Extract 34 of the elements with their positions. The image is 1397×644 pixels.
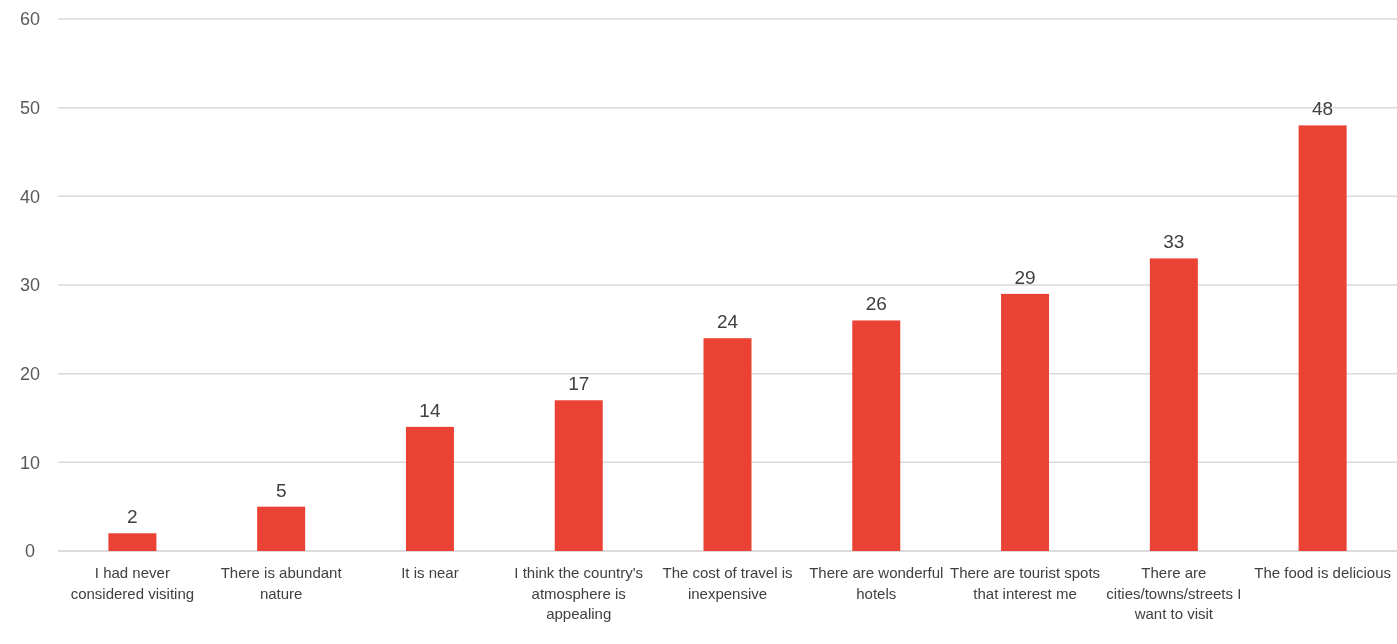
bar (257, 506, 306, 551)
x-tick-label: There are wonderful hotels (809, 564, 944, 602)
bar (1001, 293, 1050, 551)
x-tick-label: I think the country's atmosphere is appealing (514, 564, 644, 622)
y-tick-label: 30 (19, 275, 41, 296)
y-tick-label: 10 (19, 452, 41, 473)
x-tick-label: There are tourist spots that interest me (950, 564, 1101, 602)
x-tick-label: The food is delicious (1254, 564, 1391, 581)
bar (554, 400, 603, 551)
x-tick-label: It is near (401, 564, 459, 581)
x-tick-label: There is abundant nature (220, 564, 343, 602)
data-label: 29 (1014, 266, 1036, 288)
bar (703, 338, 752, 551)
bar (852, 320, 901, 551)
bar (108, 533, 157, 551)
data-label: 14 (419, 399, 441, 421)
bar (1149, 258, 1198, 551)
data-label: 17 (568, 373, 590, 395)
y-tick-label: 20 (19, 363, 41, 384)
y-tick-label: 50 (19, 97, 41, 118)
y-tick-label: 60 (19, 9, 41, 30)
data-label: 5 (275, 479, 287, 501)
data-label: 2 (127, 506, 138, 528)
x-tick-label: There are cities/towns/streets I want to visit (1106, 564, 1242, 622)
x-tick-label: I had never considered visiting (70, 564, 195, 602)
x-tick-label: The cost of travel is inexpensive (662, 564, 793, 602)
y-tick-label: 40 (19, 186, 41, 207)
data-label: 26 (865, 293, 887, 315)
y-tick-label: 0 (24, 541, 36, 562)
data-label: 33 (1163, 231, 1185, 253)
data-label: 48 (1312, 98, 1334, 120)
bar (405, 426, 454, 551)
bar (1298, 125, 1347, 551)
data-label: 24 (716, 311, 739, 333)
